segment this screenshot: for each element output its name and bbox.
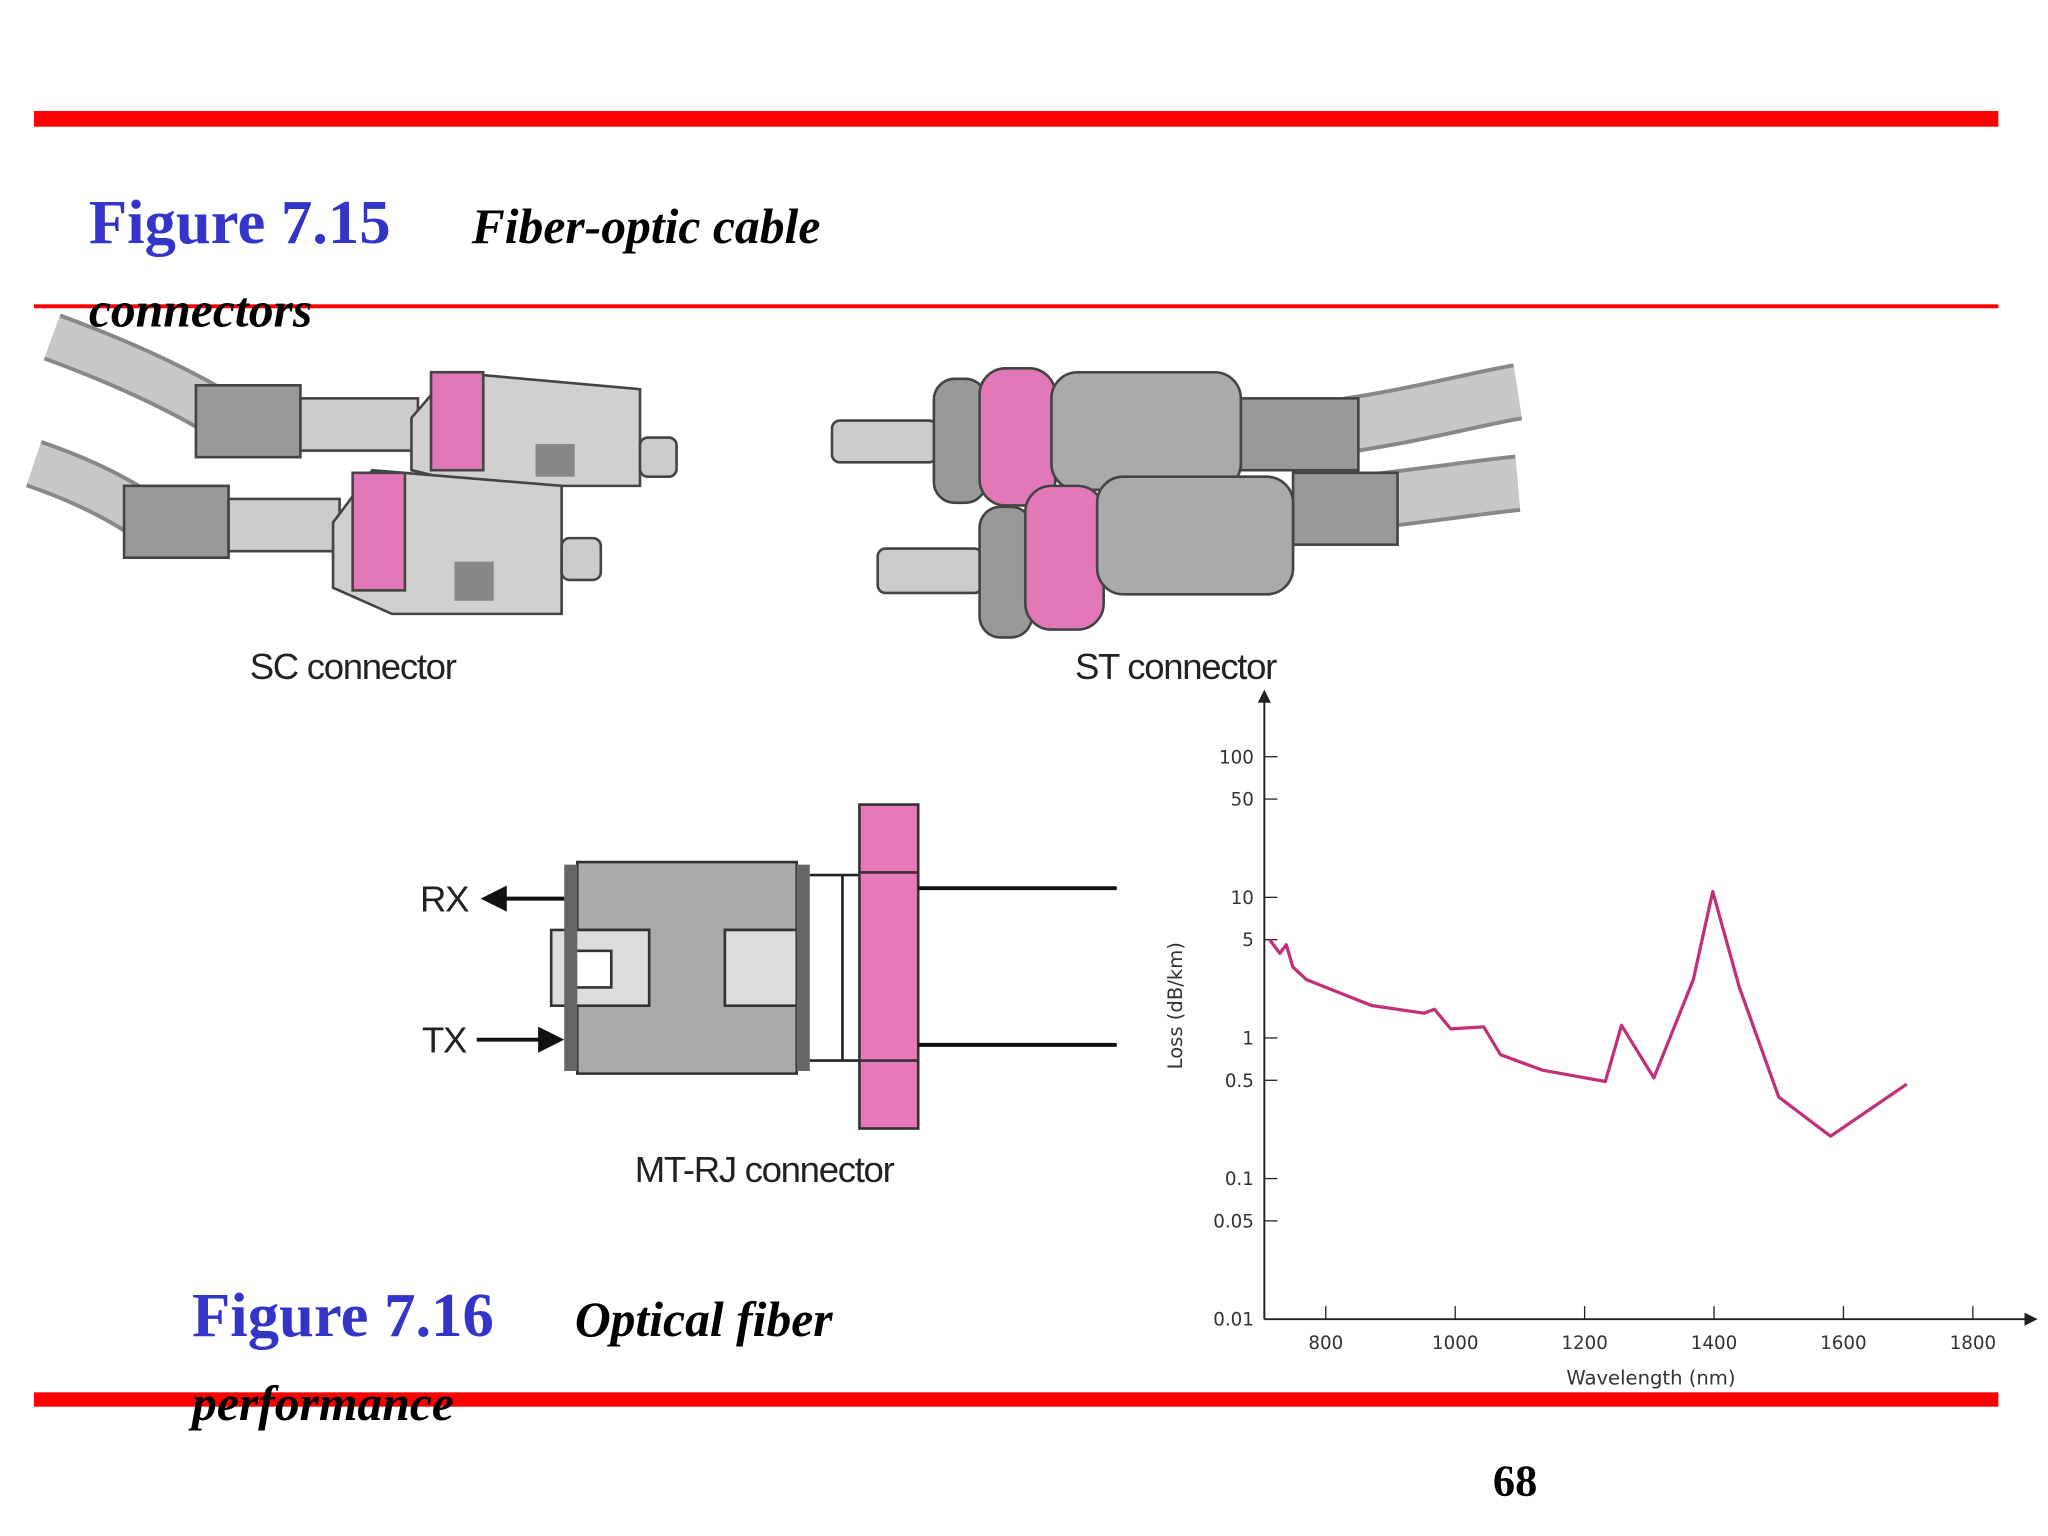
mtrj-label: MT-RJ connector (635, 1149, 895, 1190)
y-tick-label: 10 (1231, 888, 1254, 909)
x-tick-label: 1400 (1691, 1333, 1738, 1354)
sc-label: SC connector (250, 646, 457, 687)
y-tick-label: 0.01 (1213, 1310, 1254, 1331)
x-axis-arrow (2024, 1312, 2038, 1326)
figure-7-16-caption: Figure 7.16 Optical fiber performance (192, 1280, 950, 1451)
figure-7-15-caption: Figure 7.15 Fiber-optic cable connectors (89, 187, 938, 358)
figure-caption: Fiber-optic cable connectors (88, 199, 821, 339)
y-axis-label: Loss (dB/km) (1164, 942, 1187, 1069)
y-tick-label: 50 (1231, 790, 1254, 811)
y-tick-label: 0.5 (1225, 1071, 1254, 1092)
rule-bottom (33, 1392, 1999, 1407)
x-tick-label: 800 (1308, 1333, 1343, 1354)
figure-caption: Optical fiber performance (191, 1293, 833, 1432)
st-label: ST connector (1075, 646, 1277, 687)
y-tick-label: 0.1 (1225, 1169, 1254, 1190)
tx-label: TX (422, 1020, 467, 1061)
rule-top (33, 111, 1999, 127)
sc-connector-drawing (25, 313, 678, 616)
x-tick-label: 1000 (1432, 1333, 1479, 1354)
figure-number: Figure 7.15 (88, 188, 391, 258)
y-axis-arrow (1257, 689, 1271, 703)
figure-number: Figure 7.16 (191, 1281, 494, 1351)
loss-curve (1268, 889, 1908, 1138)
y-tick-label: 5 (1242, 930, 1254, 951)
y-tick-label: 0.05 (1213, 1211, 1254, 1232)
y-tick-label: 1 (1242, 1028, 1254, 1049)
x-tick-label: 1800 (1950, 1333, 1997, 1354)
loss-chart: 0.01 0.05 0.1 0.5 1 5 10 50 100 800 1000 1200 1400 16… (1164, 689, 2038, 1389)
x-tick-label: 1200 (1561, 1333, 1608, 1354)
rx-label: RX (420, 879, 469, 920)
st-connector-drawing (830, 363, 1523, 639)
x-axis-label: Wavelength (nm) (1566, 1366, 1735, 1389)
rule-mid (33, 304, 1999, 309)
mtrj-drawing (476, 803, 1117, 1130)
y-tick-label: 100 (1219, 747, 1254, 768)
page-number: 68 (1493, 1456, 1537, 1506)
x-tick-label: 1600 (1820, 1333, 1867, 1354)
